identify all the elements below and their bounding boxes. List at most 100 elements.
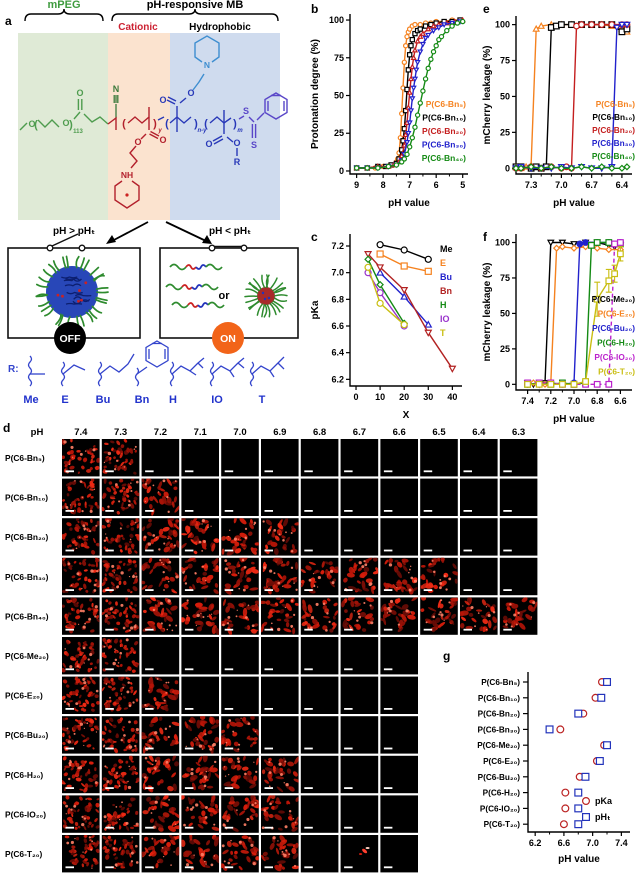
- mb-brace: [111, 8, 279, 22]
- micrograph-cell: [300, 439, 339, 477]
- scale-bar: [184, 826, 194, 829]
- legend-item: H: [440, 300, 447, 310]
- data-marker: [353, 165, 360, 171]
- micrograph-cell: [499, 557, 538, 596]
- category-label: P(C6-IO₂₀): [480, 804, 520, 813]
- legend-item: pKa: [595, 796, 613, 806]
- micrograph-cell: [300, 795, 339, 833]
- r-group-title: R:: [8, 364, 19, 375]
- panel-letter-f: f: [483, 230, 487, 244]
- micelle-core-strand: [63, 277, 81, 282]
- panel-letter-c: c: [311, 230, 318, 244]
- micelle-corona-hair: [91, 305, 103, 314]
- scale-bar: [383, 510, 393, 512]
- micelle-core-dot: [84, 281, 88, 285]
- series-line: [527, 253, 622, 385]
- bn-attach: [134, 367, 140, 387]
- scale-bar: [184, 589, 194, 591]
- bu-chain: [99, 353, 135, 375]
- data-marker: [422, 23, 429, 29]
- data-marker: [364, 251, 373, 259]
- micelle-corona-hair: [249, 281, 260, 292]
- micelle-corona-hair: [247, 300, 260, 309]
- micrograph-cell: [380, 755, 418, 794]
- data-marker: [588, 164, 596, 172]
- micelle-corona-hair: [245, 288, 259, 294]
- scale-bar: [344, 747, 353, 750]
- data-marker: [567, 164, 576, 172]
- data-marker: [407, 108, 415, 114]
- scale-bar: [304, 628, 313, 631]
- data-marker: [376, 268, 385, 276]
- scale-bar: [304, 470, 313, 473]
- data-marker: [376, 289, 384, 297]
- fluorescence-cells: [142, 597, 178, 633]
- scale-bar: [304, 747, 313, 750]
- fluorescence-cells: [221, 598, 259, 635]
- micrograph-row-label: P(C6-Bn₁₀): [5, 493, 48, 503]
- y-axis-label: Protonation degree (%): [310, 39, 321, 149]
- data-marker: [417, 49, 424, 56]
- data-marker: [537, 164, 545, 172]
- data-marker: [582, 797, 591, 806]
- series-line: [367, 272, 405, 327]
- micelle-corona-hair: [252, 278, 262, 290]
- data-marker: [588, 21, 596, 29]
- fluorescence-cells: [184, 716, 219, 754]
- scale-bar: [145, 589, 154, 591]
- hydrophobic-label: Hydrophobic: [189, 22, 251, 33]
- micrograph-cell: [420, 439, 458, 477]
- panel-letter-b: b: [311, 2, 319, 16]
- scale-bar: [184, 747, 194, 750]
- legend-item: P(C6-Bn₄₀): [592, 151, 635, 161]
- cationic-atoms: ( ) y O O NH: [121, 118, 167, 180]
- data-marker: [409, 36, 416, 43]
- data-marker: [411, 76, 419, 83]
- ph-column-header: 6.7: [353, 427, 366, 438]
- data-marker: [424, 267, 432, 275]
- tick-label: 6.8: [331, 294, 344, 304]
- data-marker: [517, 164, 525, 172]
- data-marker: [603, 677, 612, 686]
- scale-bar: [304, 708, 313, 710]
- series-line: [367, 267, 405, 326]
- micelle-core-strand: [66, 291, 83, 295]
- scale-bar: [224, 708, 234, 710]
- data-marker: [413, 67, 420, 74]
- scale-bar: [224, 628, 234, 631]
- tick-label: 0: [505, 379, 510, 389]
- r-group-label: Me: [23, 394, 38, 406]
- scale-bar: [184, 628, 194, 631]
- tick-label: 6.6: [331, 321, 344, 331]
- axis-spines: [515, 16, 632, 175]
- legend-item: IO: [440, 314, 450, 324]
- data-marker: [419, 30, 427, 36]
- polymer-scheme: mPEG pH-responsive MB Cationic Hydrophob…: [7, 0, 299, 406]
- data-marker: [408, 42, 414, 49]
- on-label: ON: [220, 333, 236, 345]
- data-marker: [424, 329, 433, 337]
- data-marker: [400, 321, 408, 329]
- micelle-corona-hair: [79, 257, 86, 270]
- x-axis-label: X: [403, 410, 410, 421]
- scale-bar: [344, 826, 353, 829]
- scale-bar: [224, 826, 234, 829]
- data-marker: [574, 804, 583, 813]
- data-marker: [623, 163, 631, 171]
- bn-phenyl: [145, 340, 169, 368]
- data-marker: [405, 130, 412, 137]
- data-marker: [558, 243, 567, 251]
- tick-label: 8: [381, 180, 386, 190]
- micrograph-grid: pH 7.4 7.3 7.2 7.1 7.0 6.9 6.8 6.7 6.6 6.5 6.4 6.3 P(…: [5, 427, 538, 873]
- micrograph-cell: [300, 716, 339, 754]
- scale-bar: [463, 549, 472, 552]
- micelle-core-dot: [261, 291, 265, 295]
- scale-bar: [224, 787, 234, 789]
- tick-label: 6: [434, 180, 439, 190]
- tick-label: 20: [399, 392, 409, 402]
- r-group-label: H: [169, 394, 177, 406]
- scale-bar: [463, 470, 472, 473]
- micrograph-cell: [300, 518, 339, 556]
- ph-column-header: 6.8: [313, 427, 326, 438]
- data-marker: [430, 28, 437, 34]
